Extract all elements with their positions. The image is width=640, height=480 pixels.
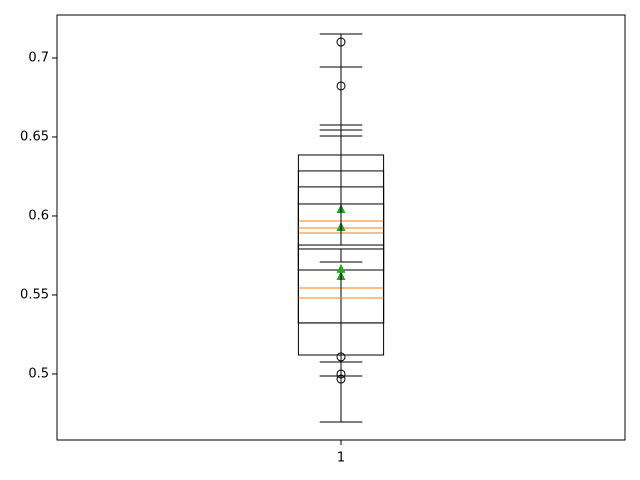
box — [297, 244, 385, 324]
y-tick-label: 0.65 — [20, 129, 49, 144]
y-tick-label: 0.5 — [28, 366, 49, 381]
y-tick-label: 0.7 — [28, 50, 49, 65]
flier — [336, 37, 346, 47]
mean-marker — [336, 263, 346, 273]
flier — [336, 369, 346, 379]
y-tick-label: 0.55 — [20, 287, 49, 302]
flier — [336, 81, 346, 91]
x-tick-label: 1 — [337, 451, 345, 466]
y-tick-label: 0.6 — [28, 208, 49, 223]
flier — [336, 374, 346, 384]
